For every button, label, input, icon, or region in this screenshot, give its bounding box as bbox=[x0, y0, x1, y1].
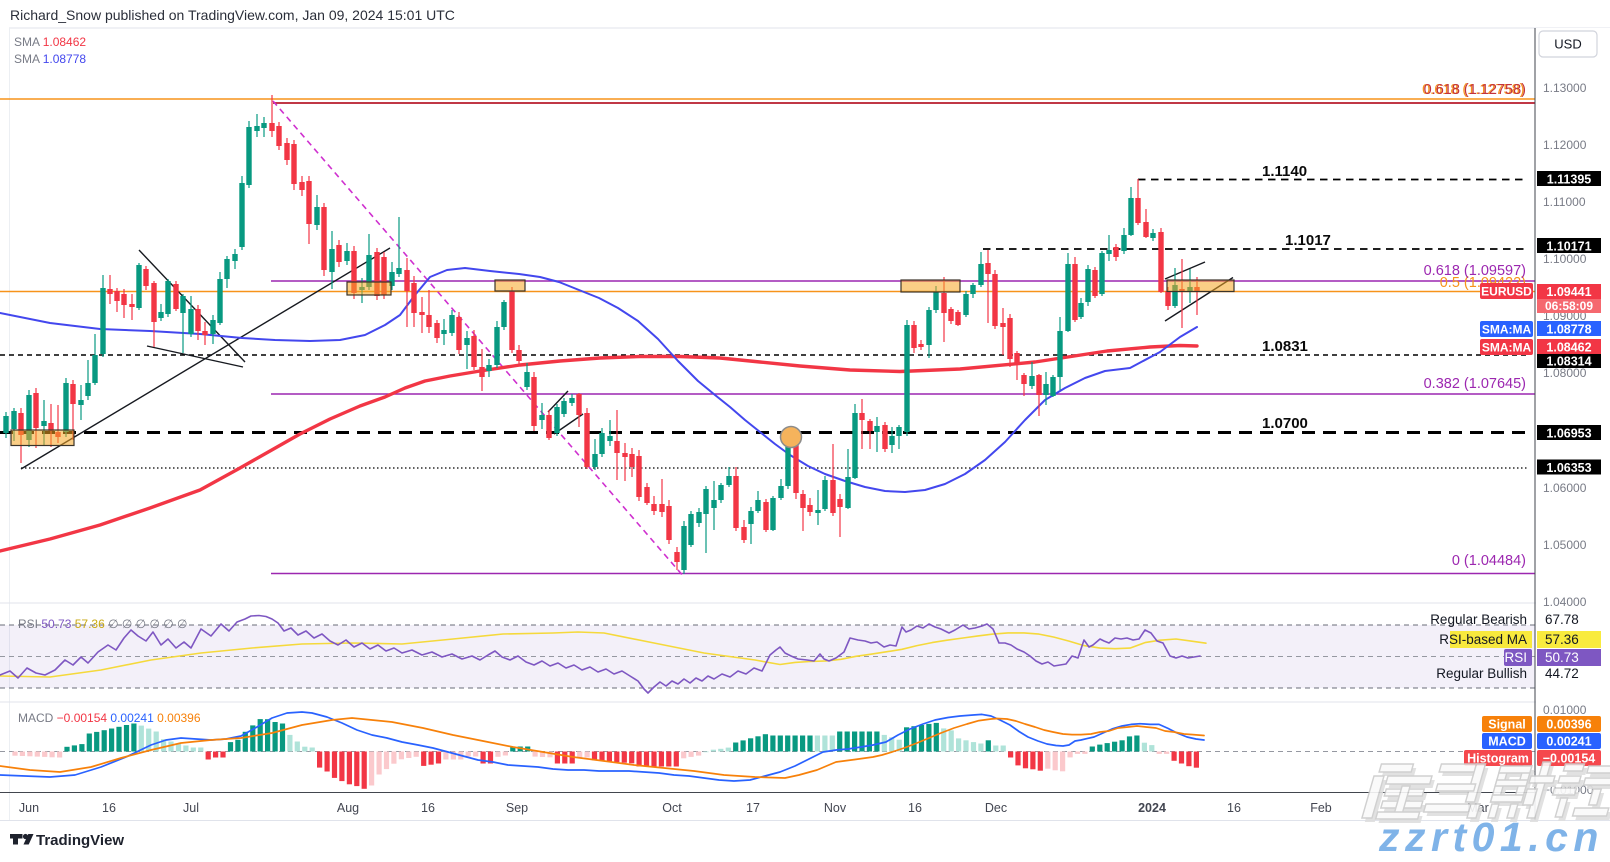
svg-text:Signal: Signal bbox=[1488, 718, 1526, 732]
svg-text:Oct: Oct bbox=[662, 801, 682, 815]
svg-text:Regular Bearish: Regular Bearish bbox=[1430, 612, 1527, 627]
svg-text:TradingView: TradingView bbox=[36, 832, 124, 849]
svg-text:16: 16 bbox=[421, 801, 435, 815]
svg-text:RSI-based MA: RSI-based MA bbox=[1439, 632, 1527, 647]
svg-text:1.06353: 1.06353 bbox=[1546, 461, 1591, 475]
svg-text:1.11395: 1.11395 bbox=[1547, 172, 1592, 186]
svg-text:0.00396: 0.00396 bbox=[1546, 718, 1591, 732]
svg-text:67.78: 67.78 bbox=[1545, 612, 1579, 627]
svg-text:SMA 1.08462: SMA 1.08462 bbox=[14, 35, 86, 49]
svg-text:Nov: Nov bbox=[824, 801, 847, 815]
svg-text:MACD: MACD bbox=[1488, 735, 1526, 749]
svg-text:16: 16 bbox=[102, 801, 116, 815]
svg-text:16: 16 bbox=[908, 801, 922, 815]
svg-text:SMA:MA: SMA:MA bbox=[1482, 341, 1532, 355]
svg-text:1.06953: 1.06953 bbox=[1546, 426, 1591, 440]
svg-text:44.72: 44.72 bbox=[1545, 666, 1579, 681]
svg-text:MACD −0.00154 0.00241 0.00396: MACD −0.00154 0.00241 0.00396 bbox=[18, 711, 201, 725]
svg-text:zzrt01.cn: zzrt01.cn bbox=[1378, 814, 1604, 857]
svg-text:Jun: Jun bbox=[19, 801, 39, 815]
svg-text:17: 17 bbox=[746, 801, 760, 815]
svg-text:16: 16 bbox=[1227, 801, 1241, 815]
svg-text:1.1017: 1.1017 bbox=[1285, 232, 1331, 249]
svg-text:1.05000: 1.05000 bbox=[1543, 538, 1587, 552]
svg-text:0.01000: 0.01000 bbox=[1543, 703, 1587, 717]
svg-text:1.04000: 1.04000 bbox=[1543, 595, 1587, 609]
svg-text:Sep: Sep bbox=[506, 801, 528, 815]
svg-text:1.10171: 1.10171 bbox=[1546, 239, 1591, 253]
svg-text:1.11000: 1.11000 bbox=[1543, 195, 1586, 209]
svg-text:0 (1.04484): 0 (1.04484) bbox=[1452, 553, 1526, 569]
svg-text:0.618 (1.12758): 0.618 (1.12758) bbox=[1424, 82, 1526, 98]
svg-text:1.08000: 1.08000 bbox=[1543, 366, 1587, 380]
svg-text:Jul: Jul bbox=[183, 801, 199, 815]
svg-text:0.382 (1.07645): 0.382 (1.07645) bbox=[1424, 376, 1526, 392]
svg-text:50.73: 50.73 bbox=[1545, 650, 1579, 665]
svg-text:1.09441: 1.09441 bbox=[1546, 285, 1591, 299]
svg-text:1.12000: 1.12000 bbox=[1543, 138, 1587, 152]
svg-text:Aug: Aug bbox=[337, 801, 359, 815]
svg-text:1.1140: 1.1140 bbox=[1262, 163, 1307, 180]
svg-text:Regular Bullish: Regular Bullish bbox=[1436, 666, 1527, 681]
svg-text:1.13000: 1.13000 bbox=[1543, 81, 1587, 95]
svg-text:0.00241: 0.00241 bbox=[1546, 735, 1591, 749]
svg-text:0.618 (1.09597): 0.618 (1.09597) bbox=[1424, 263, 1526, 279]
svg-text:1.0831: 1.0831 bbox=[1262, 338, 1308, 355]
svg-text:SMA:MA: SMA:MA bbox=[1482, 323, 1532, 337]
svg-text:USD: USD bbox=[1554, 37, 1581, 52]
svg-text:−0.00154: −0.00154 bbox=[1543, 752, 1596, 766]
svg-text:Histogram: Histogram bbox=[1467, 752, 1529, 766]
svg-text:1.10000: 1.10000 bbox=[1543, 252, 1587, 266]
svg-text:1.0700: 1.0700 bbox=[1262, 415, 1308, 432]
svg-text:EURUSD: EURUSD bbox=[1481, 285, 1532, 299]
svg-text:1.08778: 1.08778 bbox=[1546, 322, 1591, 336]
svg-text:Feb: Feb bbox=[1310, 801, 1332, 815]
svg-text:1.08314: 1.08314 bbox=[1546, 354, 1591, 368]
svg-text:1.06000: 1.06000 bbox=[1543, 481, 1587, 495]
svg-text:SMA 1.08778: SMA 1.08778 bbox=[14, 52, 86, 66]
svg-text:2024: 2024 bbox=[1138, 801, 1166, 815]
svg-text:RSI: RSI bbox=[1504, 650, 1527, 665]
svg-text:0.618 (1.12758): 0.618 (1.12758) bbox=[1422, 82, 1524, 98]
svg-text:Richard_Snow published on Trad: Richard_Snow published on TradingView.co… bbox=[10, 7, 455, 23]
svg-text:Dec: Dec bbox=[985, 801, 1007, 815]
svg-text:06:58:09: 06:58:09 bbox=[1545, 299, 1593, 313]
svg-text:RSI 50.73 57.36 ∅ ∅ ∅ ∅ ∅ ∅: RSI 50.73 57.36 ∅ ∅ ∅ ∅ ∅ ∅ bbox=[18, 617, 187, 631]
svg-text:57.36: 57.36 bbox=[1545, 632, 1579, 647]
svg-text:1.08462: 1.08462 bbox=[1546, 340, 1591, 354]
